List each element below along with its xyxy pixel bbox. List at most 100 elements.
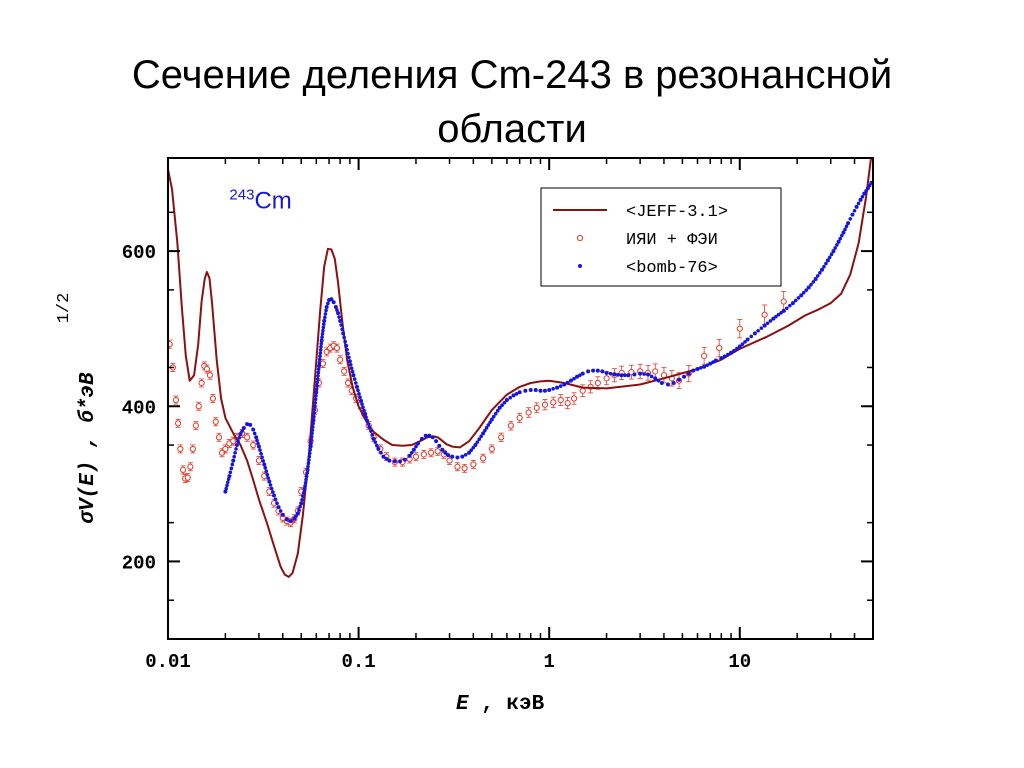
data-point-bomb-interp — [749, 334, 754, 339]
data-point-bomb-interp — [551, 387, 555, 391]
data-point-bomb — [646, 372, 651, 377]
y-tick-label: 600 — [122, 242, 156, 264]
data-point-bomb — [619, 373, 624, 378]
data-point-bomb — [825, 258, 830, 263]
data-point-bomb-interp — [829, 252, 834, 256]
data-point-bomb — [850, 212, 855, 217]
data-point-bomb-interp — [833, 246, 837, 250]
data-point-iyai — [488, 445, 495, 453]
data-point-bomb — [419, 436, 424, 441]
data-point-bomb-interp — [321, 328, 325, 333]
data-point-bomb-interp — [347, 355, 351, 360]
data-point-bomb-interp — [313, 400, 318, 405]
data-point-bomb-interp — [312, 411, 317, 416]
data-point-bomb-interp — [319, 344, 323, 349]
data-point-bomb — [846, 221, 851, 226]
data-point-bomb-interp — [233, 451, 237, 455]
data-point-bomb — [427, 433, 432, 438]
data-point-bomb — [443, 450, 448, 455]
data-point-bomb-interp — [345, 347, 349, 352]
data-point-bomb-interp — [339, 323, 343, 327]
data-point-bomb — [665, 382, 670, 387]
data-point-bomb-interp — [273, 497, 278, 502]
data-point-bomb — [580, 371, 585, 376]
data-point-bomb-interp — [326, 301, 330, 306]
data-point-bomb-interp — [357, 392, 361, 396]
data-point-bomb-interp — [502, 400, 507, 405]
data-point-bomb — [256, 444, 261, 449]
data-point-bomb-interp — [316, 374, 320, 378]
data-point-bomb — [632, 372, 637, 377]
data-point-bomb-interp — [483, 428, 487, 433]
data-point-bomb — [299, 501, 304, 506]
data-point-bomb — [351, 373, 356, 378]
data-point-bomb — [858, 197, 863, 202]
chart-annotation: 243Cm — [229, 186, 291, 214]
data-point-bomb-interp — [343, 339, 347, 344]
data-point-bomb-interp — [318, 351, 323, 355]
data-point-bomb-interp — [860, 194, 865, 199]
data-point-bomb — [292, 516, 297, 521]
data-point-bomb-interp — [309, 438, 314, 442]
data-point-bomb — [416, 441, 421, 446]
series-group — [168, 158, 873, 578]
data-point-bomb — [762, 323, 767, 328]
data-point-iyai — [243, 434, 251, 441]
data-point-bomb-interp — [788, 303, 792, 308]
data-point-bomb — [691, 368, 696, 373]
data-point-bomb-interp — [313, 397, 318, 402]
data-point-bomb — [523, 388, 528, 393]
data-point-bomb — [440, 447, 445, 452]
data-point-iyai — [179, 466, 187, 473]
data-point-bomb-interp — [320, 335, 324, 339]
data-point-bomb — [411, 447, 416, 452]
data-point-bomb-interp — [844, 224, 849, 229]
data-point-bomb-interp — [310, 428, 315, 432]
data-point-bomb-interp — [252, 431, 257, 436]
data-point-bomb-interp — [827, 255, 832, 260]
data-point-bomb — [865, 186, 870, 191]
data-point-bomb-interp — [379, 451, 383, 455]
data-point-bomb-interp — [255, 438, 259, 443]
data-point-bomb-interp — [856, 201, 861, 206]
data-point-bomb-interp — [301, 490, 306, 495]
data-point-bomb-interp — [315, 383, 319, 388]
data-point-bomb-interp — [835, 243, 839, 247]
x-tick-label: 10 — [728, 651, 751, 673]
data-point-bomb — [542, 388, 547, 393]
data-point-bomb-interp — [314, 393, 318, 398]
data-point-bomb — [223, 489, 228, 494]
data-point-bomb-interp — [362, 408, 366, 413]
data-point-bomb-interp — [469, 448, 473, 453]
data-point-bomb — [575, 374, 580, 379]
data-point-bomb — [331, 300, 336, 305]
data-point-bomb-interp — [623, 373, 627, 378]
data-point-iyai — [446, 457, 453, 464]
ticks-layer: 0.01 0.1 1 10 200 400 600 — [122, 158, 873, 673]
data-point-iyai — [652, 368, 659, 375]
data-point-bomb-interp — [319, 341, 324, 346]
data-point-bomb-interp — [840, 233, 844, 238]
data-point-iyai — [412, 453, 420, 460]
data-point-bomb-interp — [226, 477, 231, 481]
data-point-bomb-interp — [726, 352, 730, 357]
data-point-bomb-interp — [824, 261, 828, 266]
page-title: Сечение деления Cm-243 в резонансной обл… — [0, 48, 1024, 156]
data-point-bomb — [659, 380, 664, 385]
data-point-bomb-interp — [514, 392, 519, 396]
data-point-bomb-interp — [774, 314, 778, 319]
data-point-bomb-interp — [316, 367, 321, 372]
data-point-bomb-interp — [342, 335, 346, 340]
data-point-bomb — [547, 387, 552, 392]
data-point-bomb-interp — [815, 274, 820, 278]
data-point-bomb-interp — [323, 315, 327, 320]
data-point-iyai — [209, 395, 216, 402]
data-point-bomb — [467, 450, 472, 455]
data-point-bomb-interp — [735, 346, 739, 351]
data-point-bomb — [713, 358, 718, 363]
data-point-bomb-interp — [263, 466, 268, 470]
data-point-bomb — [251, 427, 256, 432]
data-point-bomb-interp — [312, 414, 316, 419]
data-point-bomb-interp — [304, 477, 308, 482]
